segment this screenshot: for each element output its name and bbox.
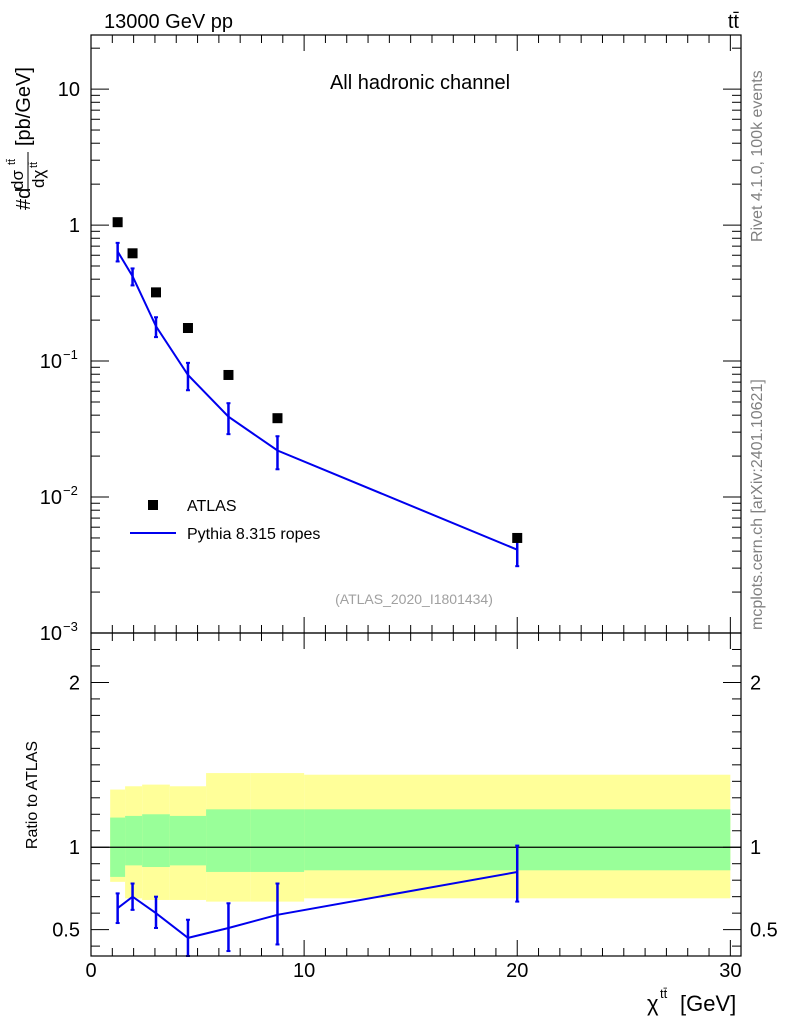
ratio-band-inner bbox=[250, 809, 305, 872]
ratio-y-axis-label: Ratio to ATLAS bbox=[24, 741, 41, 849]
main-y-tick-label: 10 bbox=[40, 351, 62, 373]
ratio-y-tick-label-right: 2 bbox=[750, 672, 761, 694]
data-point bbox=[223, 369, 234, 380]
main-y-tick-label: 10 bbox=[58, 79, 80, 101]
svg-text:dχ: dχ bbox=[29, 170, 48, 188]
ratio-band-inner bbox=[206, 809, 251, 872]
svg-text:tt̄: tt̄ bbox=[660, 986, 668, 1001]
x-tick-label: 0 bbox=[85, 960, 96, 982]
data-point bbox=[112, 217, 123, 228]
x-tick-label: 30 bbox=[719, 960, 741, 982]
main-y-tick-exponent: −1 bbox=[63, 347, 78, 362]
data-point bbox=[151, 287, 161, 298]
main-y-tick-label: 1 bbox=[69, 215, 80, 237]
main-plot-content bbox=[112, 217, 523, 568]
channel-title: All hadronic channel bbox=[330, 72, 510, 94]
legend: ATLAS Pythia 8.315 ropes bbox=[130, 498, 320, 543]
svg-text:[GeV]: [GeV] bbox=[680, 991, 736, 1016]
mc-series-line bbox=[116, 250, 518, 551]
data-point bbox=[272, 413, 283, 424]
ratio-band-inner bbox=[125, 815, 143, 866]
svg-text:#d: #d bbox=[13, 188, 35, 210]
x-tick-label: 10 bbox=[293, 960, 315, 982]
ratio-y-tick-label-right: 0.5 bbox=[750, 920, 778, 942]
main-y-tick-exponent: −2 bbox=[63, 483, 78, 498]
svg-text:dσ: dσ bbox=[8, 170, 27, 190]
legend-data-label: ATLAS bbox=[187, 498, 237, 515]
svg-text:tt̄: tt̄ bbox=[28, 162, 40, 168]
energy-label: 13000 GeV pp bbox=[104, 11, 233, 33]
ratio-y-tick-label-left: 1 bbox=[69, 837, 80, 859]
analysis-id: (ATLAS_2020_I1801434) bbox=[335, 591, 493, 607]
main-y-tick-label: 10 bbox=[40, 487, 62, 509]
ratio-axes: 0 10 20 30 0.5 0.5 1 1 2 2 bbox=[52, 632, 778, 982]
data-point bbox=[182, 323, 193, 334]
legend-mc-label: Pythia 8.315 ropes bbox=[187, 526, 320, 543]
source-label: mcplots.cern.ch [arXiv:2401.10621] bbox=[749, 379, 766, 630]
ratio-y-tick-label-right: 1 bbox=[750, 837, 761, 859]
ratio-plot-content bbox=[91, 773, 741, 957]
rivet-label: Rivet 4.1.0, 100k events bbox=[749, 70, 766, 242]
main-y-tick-label: 10 bbox=[40, 623, 62, 645]
svg-text:tt̄: tt̄ bbox=[6, 159, 18, 165]
x-tick-label: 20 bbox=[506, 960, 528, 982]
main-y-tick-exponent: −3 bbox=[63, 619, 78, 634]
ratio-panel-frame bbox=[90, 632, 742, 957]
ratio-y-tick-label-left: 0.5 bbox=[52, 920, 80, 942]
x-axis-label: χ tt̄ [GeV] bbox=[647, 986, 736, 1016]
main-y-axis-label: #d dσ tt̄ dχ tt̄ [pb/GeV] bbox=[6, 67, 48, 210]
data-point bbox=[512, 532, 523, 543]
ratio-band-inner bbox=[169, 815, 207, 866]
main-panel-frame bbox=[90, 34, 742, 634]
svg-text:χ: χ bbox=[647, 991, 659, 1016]
process-label: tt̄ bbox=[728, 11, 740, 33]
data-point bbox=[127, 248, 138, 259]
legend-data-marker bbox=[148, 500, 158, 510]
ratio-band-inner bbox=[142, 814, 170, 868]
svg-text:[pb/GeV]: [pb/GeV] bbox=[13, 67, 35, 146]
ratio-y-tick-label-left: 2 bbox=[69, 672, 80, 694]
